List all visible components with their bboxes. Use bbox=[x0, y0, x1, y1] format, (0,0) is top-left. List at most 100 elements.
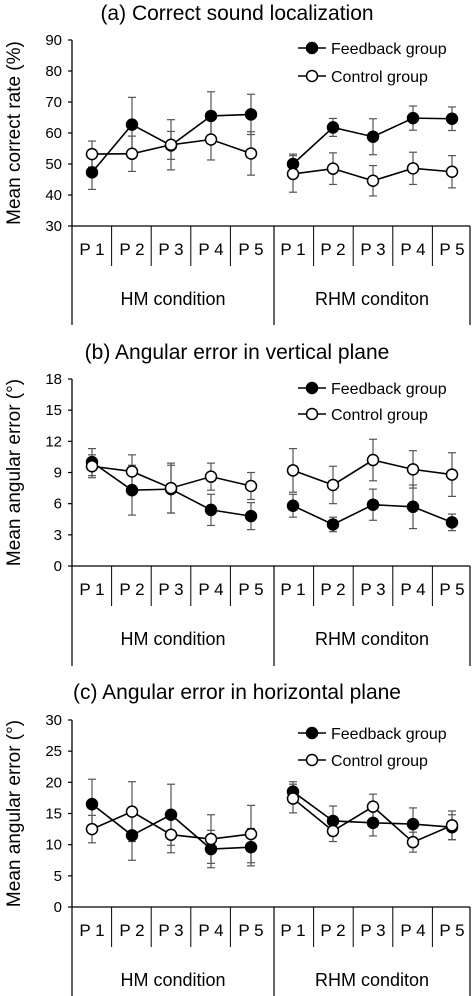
data-point bbox=[125, 829, 139, 842]
category-label: P 3 bbox=[360, 240, 385, 259]
series-feedback bbox=[88, 778, 456, 869]
data-point bbox=[164, 138, 178, 152]
data-point bbox=[125, 483, 139, 497]
category-label: P 5 bbox=[238, 921, 263, 940]
data-point bbox=[85, 147, 99, 161]
condition-label: HM condition bbox=[120, 289, 225, 309]
category-label: P 2 bbox=[320, 580, 345, 599]
data-point bbox=[406, 111, 420, 125]
y-tick-label: 10 bbox=[45, 837, 62, 854]
data-point bbox=[366, 498, 380, 511]
data-point bbox=[445, 112, 459, 125]
category-label: P 5 bbox=[439, 240, 464, 259]
y-tick-label: 90 bbox=[45, 32, 62, 49]
category-label: P 5 bbox=[238, 240, 263, 259]
data-point bbox=[286, 464, 300, 477]
category-label: P 2 bbox=[320, 240, 345, 259]
y-tick-label: 15 bbox=[45, 806, 62, 823]
data-point bbox=[445, 819, 459, 832]
y-tick-label: 80 bbox=[45, 63, 62, 80]
y-tick-label: 18 bbox=[45, 371, 62, 388]
y-tick-label: 30 bbox=[45, 218, 62, 235]
category-label: P 2 bbox=[119, 580, 144, 599]
data-point bbox=[286, 792, 300, 805]
category-label: P 1 bbox=[280, 240, 305, 259]
data-point bbox=[326, 478, 340, 492]
y-tick-label: 30 bbox=[45, 712, 62, 729]
y-tick-label: 60 bbox=[45, 125, 62, 142]
data-point bbox=[326, 162, 340, 175]
data-point bbox=[204, 503, 218, 517]
data-point bbox=[326, 518, 340, 531]
y-axis-label: Mean correct rate (%) bbox=[4, 41, 25, 225]
data-point bbox=[445, 468, 459, 481]
data-point bbox=[244, 108, 258, 121]
category-label: P 4 bbox=[198, 580, 223, 599]
category-label: P 3 bbox=[158, 580, 183, 599]
data-point bbox=[244, 509, 258, 523]
y-tick-label: 6 bbox=[54, 496, 62, 513]
data-point bbox=[406, 463, 420, 476]
data-point bbox=[244, 147, 258, 160]
category-label: P 1 bbox=[280, 580, 305, 599]
category-label: P 4 bbox=[400, 240, 425, 259]
data-point bbox=[204, 133, 218, 146]
legend-label: Control group bbox=[331, 407, 428, 424]
condition-label: HM condition bbox=[120, 629, 225, 649]
category-label: P 4 bbox=[400, 921, 425, 940]
data-point bbox=[204, 470, 218, 483]
data-point bbox=[406, 500, 420, 514]
data-point bbox=[366, 453, 380, 467]
category-label: P 3 bbox=[158, 921, 183, 940]
y-tick-label: 3 bbox=[54, 527, 62, 544]
data-point bbox=[164, 828, 178, 841]
y-axis-label: Mean angular error (°) bbox=[4, 720, 25, 907]
data-point bbox=[85, 797, 99, 811]
y-tick-label: 9 bbox=[54, 465, 62, 482]
chart-panel-1: (a) Correct sound localization Mean corre… bbox=[4, 2, 471, 325]
data-point bbox=[366, 800, 380, 813]
category-label: P 4 bbox=[400, 580, 425, 599]
category-label: P 1 bbox=[79, 240, 104, 259]
y-tick-label: 12 bbox=[45, 433, 62, 450]
chart-panel-2: (b) Angular error in vertical plane Mean … bbox=[4, 341, 471, 666]
data-point bbox=[326, 121, 340, 134]
y-tick-label: 40 bbox=[45, 187, 62, 204]
data-point bbox=[85, 460, 99, 473]
data-point bbox=[326, 824, 340, 838]
data-point bbox=[366, 174, 380, 187]
category-label: P 3 bbox=[360, 921, 385, 940]
y-tick-label: 0 bbox=[54, 899, 62, 916]
legend-marker bbox=[305, 381, 319, 395]
category-label: P 2 bbox=[119, 240, 144, 259]
data-point bbox=[85, 166, 99, 179]
data-point bbox=[85, 822, 99, 836]
series-feedback bbox=[88, 448, 456, 533]
data-point bbox=[286, 167, 300, 181]
data-point bbox=[445, 165, 459, 178]
data-point bbox=[244, 840, 258, 854]
data-point bbox=[164, 808, 178, 821]
y-axis-label: Mean angular error (°) bbox=[4, 379, 25, 566]
data-point bbox=[125, 118, 139, 131]
data-point bbox=[406, 817, 420, 831]
panel-title: (b) Angular error in vertical plane bbox=[85, 341, 390, 364]
y-tick-label: 70 bbox=[45, 94, 62, 111]
data-point bbox=[406, 835, 420, 849]
panel-title: (a) Correct sound localization bbox=[100, 2, 373, 25]
data-point bbox=[286, 499, 300, 512]
condition-label: RHM conditon bbox=[315, 289, 429, 309]
legend-label: Control group bbox=[331, 753, 428, 770]
category-label: P 5 bbox=[238, 580, 263, 599]
condition-label: RHM conditon bbox=[315, 629, 429, 649]
y-tick-label: 50 bbox=[45, 156, 62, 173]
data-point bbox=[204, 832, 218, 846]
legend-label: Control group bbox=[331, 69, 428, 86]
data-point bbox=[366, 816, 380, 830]
data-point bbox=[164, 481, 178, 495]
series-feedback bbox=[88, 91, 456, 191]
category-label: P 3 bbox=[360, 580, 385, 599]
category-label: P 1 bbox=[79, 921, 104, 940]
category-label: P 2 bbox=[119, 921, 144, 940]
y-tick-label: 0 bbox=[54, 558, 62, 575]
